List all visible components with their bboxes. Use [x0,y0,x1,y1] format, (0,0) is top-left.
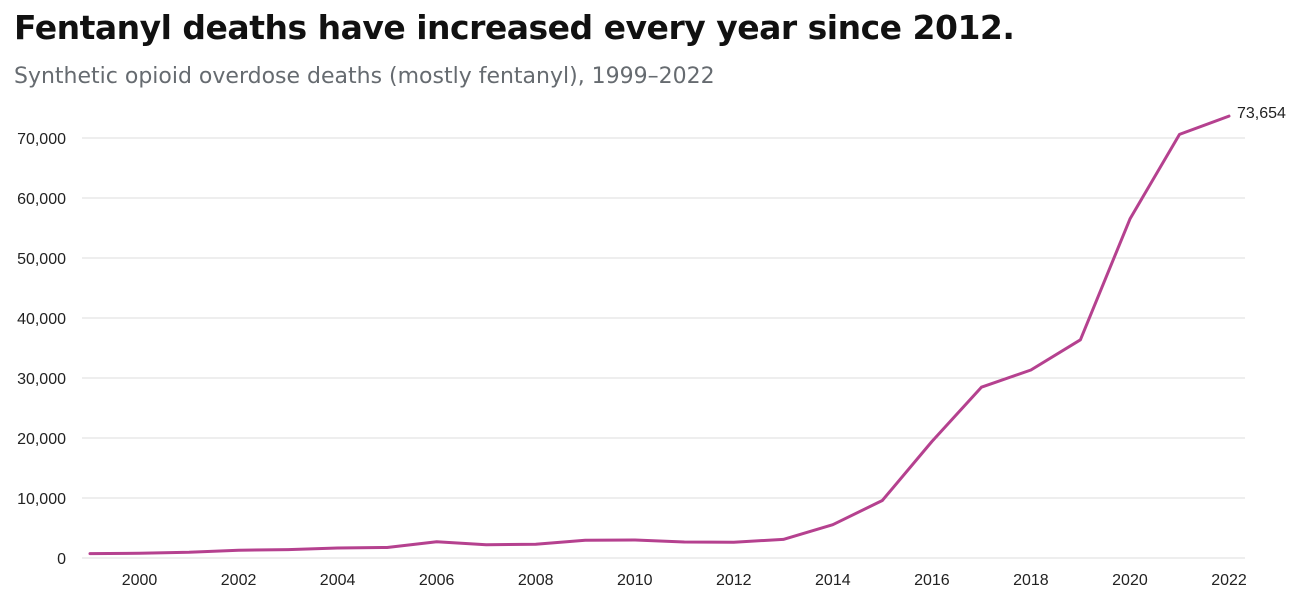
series-line [88,114,1231,556]
x-tick-label: 2014 [815,572,851,589]
x-tick-label: 2012 [716,572,752,589]
series-layer [88,114,1231,556]
gridlines [82,137,1245,559]
data-point [831,523,835,527]
data-point [1227,114,1231,118]
end-value-label: 73,654 [1237,105,1286,122]
data-point [138,551,142,555]
x-tick-label: 2002 [221,572,257,589]
y-tick-label: 10,000 [17,491,66,508]
data-point [979,385,983,389]
y-tick-label: 60,000 [17,191,66,208]
x-tick-label: 2018 [1013,572,1049,589]
y-tick-label: 50,000 [17,251,66,268]
x-tick-label: 2006 [419,572,455,589]
data-point [1128,217,1132,221]
data-point [880,499,884,503]
x-tick-label: 2000 [122,572,158,589]
data-point [237,548,241,552]
data-point [1029,368,1033,372]
x-tick-label: 2022 [1211,572,1247,589]
data-point [633,538,637,542]
data-point [732,540,736,544]
data-point [781,537,785,541]
x-tick-label: 2008 [518,572,554,589]
data-point [385,546,389,550]
data-point [336,546,340,550]
y-tick-label: 40,000 [17,311,66,328]
x-axis: 2000 2002 2004 2006 2008 2010 2012 2014 2016 2018… [122,572,1247,589]
y-tick-label: 30,000 [17,371,66,388]
data-point [583,538,587,542]
data-point [435,540,439,544]
annotation-layer: 73,654 [1237,105,1286,122]
data-point [1177,132,1181,136]
x-tick-label: 2004 [320,572,356,589]
y-tick-label: 20,000 [17,431,66,448]
chart-subtitle: Synthetic opioid overdose deaths (mostly… [14,64,715,89]
chart-title: Fentanyl deaths have increased every yea… [14,8,1015,47]
data-point [682,540,686,544]
x-tick-label: 2010 [617,572,653,589]
data-point [534,542,538,546]
y-tick-label: 0 [57,551,66,568]
y-axis: 0 10,000 20,000 30,000 40,000 50,000 60,000 70,… [17,131,66,568]
y-tick-label: 70,000 [17,131,66,148]
data-point [484,543,488,547]
data-point [187,550,191,554]
data-point [1078,338,1082,342]
data-point [88,552,92,556]
data-point [930,440,934,444]
data-point [286,548,290,552]
x-tick-label: 2020 [1112,572,1148,589]
x-tick-label: 2016 [914,572,950,589]
